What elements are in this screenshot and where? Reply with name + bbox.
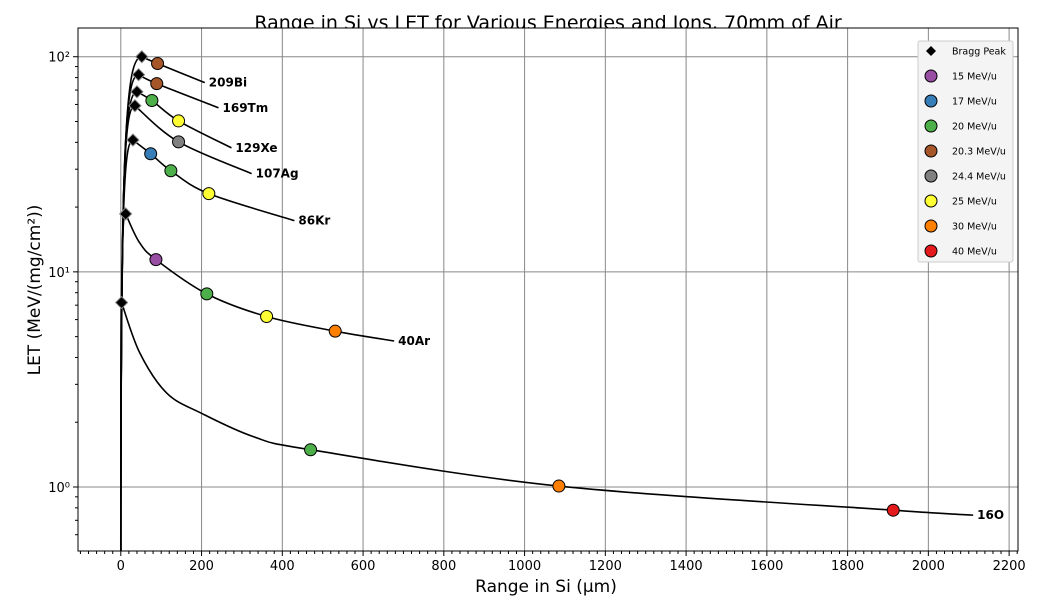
x-tick-label: 600 bbox=[351, 559, 376, 574]
energy-marker bbox=[260, 310, 274, 324]
legend-circle-icon bbox=[924, 219, 938, 233]
x-tick-label: 1600 bbox=[750, 559, 783, 574]
legend-label: 30 MeV/u bbox=[952, 222, 997, 233]
energy-marker bbox=[886, 503, 900, 517]
series-label: 86Kr bbox=[298, 214, 330, 228]
bragg-peak-marker bbox=[131, 67, 146, 82]
bragg-peak-marker bbox=[126, 133, 140, 147]
decay-curve-129Xe bbox=[136, 91, 232, 149]
energy-marker bbox=[328, 324, 342, 338]
bragg-peak-marker bbox=[118, 207, 133, 221]
x-tick-label: 200 bbox=[189, 559, 214, 574]
x-tick-label: 1200 bbox=[589, 559, 622, 574]
energy-marker bbox=[150, 77, 164, 91]
axes: 0 200 400 600 800 1000 1200 1400 1600 1800 2000 220… bbox=[48, 27, 1026, 574]
legend-circle-icon bbox=[924, 119, 938, 133]
series-label: 169Tm bbox=[223, 101, 269, 115]
grid bbox=[78, 28, 1018, 551]
series-label: 107Ag bbox=[256, 167, 299, 181]
rise-curve-209Bi bbox=[120, 55, 142, 552]
legend-label: Bragg Peak bbox=[952, 47, 1006, 58]
bragg-peak-marker bbox=[128, 99, 142, 113]
series-label: 16O bbox=[977, 508, 1004, 522]
x-axis-label: Range in Si (µm) bbox=[475, 577, 617, 597]
series-label: 209Bi bbox=[209, 76, 247, 90]
legend-circle-icon bbox=[924, 169, 938, 183]
x-tick-label: 0 bbox=[117, 559, 125, 574]
legend: Bragg Peak 15 MeV/u 17 MeV/u 20 MeV/u 20.3 M… bbox=[917, 40, 1014, 263]
plot-background bbox=[78, 28, 1018, 551]
x-tick-label: 400 bbox=[270, 559, 295, 574]
y-tick-label: 10⁰ bbox=[48, 481, 70, 496]
energy-marker bbox=[202, 187, 216, 201]
bragg-peak-marker bbox=[114, 295, 129, 310]
legend-label: 17 MeV/u bbox=[952, 97, 997, 108]
y-tick-label: 10² bbox=[48, 51, 70, 66]
legend-label: 24.4 MeV/u bbox=[952, 172, 1006, 183]
data-markers: 16O 40Ar 86Kr 107Ag 129Xe 169Tm 209Bi bbox=[114, 50, 1004, 522]
x-tick-label: 2200 bbox=[993, 559, 1026, 574]
legend-circle-icon bbox=[924, 244, 938, 258]
x-tick-label: 1000 bbox=[508, 559, 541, 574]
energy-marker bbox=[172, 135, 186, 149]
x-tick-label: 1800 bbox=[831, 559, 864, 574]
energy-marker bbox=[304, 443, 318, 457]
energy-marker bbox=[200, 287, 214, 301]
legend-label: 15 MeV/u bbox=[952, 72, 997, 83]
plot-frame bbox=[77, 27, 1019, 552]
energy-marker bbox=[151, 57, 165, 71]
legend-diamond-icon bbox=[926, 46, 936, 56]
energy-marker bbox=[164, 164, 178, 178]
energy-marker bbox=[172, 114, 186, 128]
legend-box bbox=[917, 40, 1014, 263]
legend-circle-icon bbox=[924, 144, 938, 158]
x-tick-label: 1400 bbox=[670, 559, 703, 574]
legend-circle-icon bbox=[924, 69, 938, 83]
legend-label: 20.3 MeV/u bbox=[952, 147, 1006, 158]
y-tick-label: 10¹ bbox=[48, 266, 70, 281]
legend-label: 20 MeV/u bbox=[952, 122, 997, 133]
bragg-peak-marker bbox=[130, 85, 144, 99]
energy-marker bbox=[145, 93, 159, 107]
legend-label: 25 MeV/u bbox=[952, 197, 997, 208]
bragg-peak-marker bbox=[135, 50, 149, 64]
y-axis-label: LET (MeV/(mg/cm²)) bbox=[25, 205, 45, 376]
x-tick-label: 800 bbox=[431, 559, 456, 574]
legend-circle-icon bbox=[924, 94, 938, 108]
series-label: 129Xe bbox=[235, 141, 277, 155]
energy-marker bbox=[552, 479, 566, 493]
legend-circle-icon bbox=[924, 194, 938, 208]
legend-label: 40 MeV/u bbox=[952, 247, 997, 258]
energy-marker bbox=[149, 253, 163, 267]
series-label: 40Ar bbox=[398, 334, 430, 348]
energy-marker bbox=[144, 147, 158, 161]
x-tick-label: 2000 bbox=[912, 559, 945, 574]
